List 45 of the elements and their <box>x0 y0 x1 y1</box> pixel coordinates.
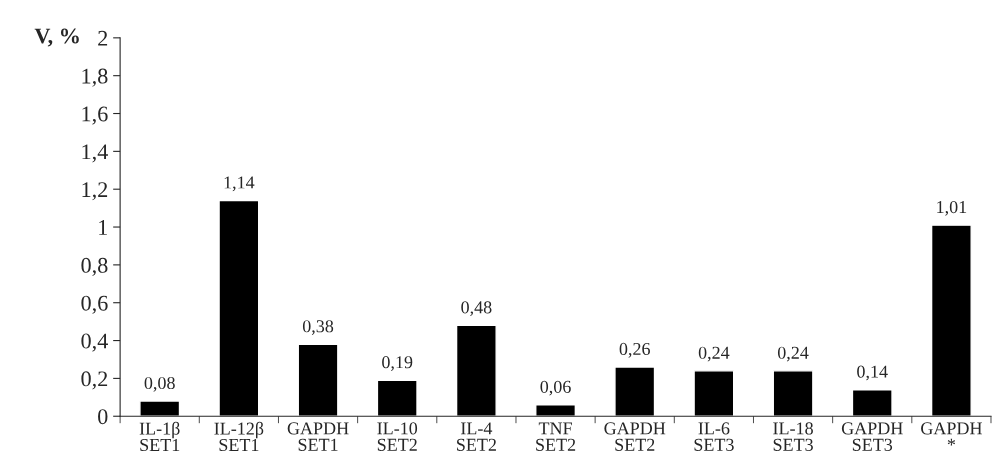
data-label: 0,08 <box>144 376 175 392</box>
x-tick-label: TNF SET2 <box>536 422 576 451</box>
data-label: 0,48 <box>461 301 492 317</box>
x-tick-label: GAPDH * <box>921 422 982 446</box>
bar <box>772 370 814 417</box>
x-tick-label: IL-6 SET3 <box>694 422 734 451</box>
x-tick-label: GAPDH SET2 <box>604 422 666 451</box>
bar <box>297 343 339 417</box>
y-tick-label: 1 <box>99 220 107 235</box>
x-tick-label: IL-18 SET3 <box>773 422 813 451</box>
bar <box>376 379 418 417</box>
bar <box>693 370 735 417</box>
bar <box>218 199 260 417</box>
bar <box>455 324 497 417</box>
y-tick-label: 1,8 <box>82 68 108 87</box>
x-tick-label: IL-1β SET1 <box>139 421 180 452</box>
data-label: 1,01 <box>937 200 967 216</box>
y-tick-label: 0,8 <box>81 257 108 277</box>
y-axis-title: V, % <box>34 28 79 47</box>
bar <box>614 366 656 417</box>
x-tick-label: IL-10 SET2 <box>377 422 418 451</box>
data-label: 0,26 <box>619 342 650 358</box>
bar <box>139 400 181 417</box>
x-tick-label: IL-4 SET2 <box>457 422 496 451</box>
y-tick-label: 1,6 <box>82 106 108 125</box>
x-tick-label: IL-12β SET1 <box>214 421 264 452</box>
bar <box>851 389 893 417</box>
y-tick-label: 0,6 <box>81 295 108 314</box>
y-tick-label: 0 <box>98 409 108 425</box>
data-label: 0,24 <box>698 346 730 362</box>
y-tick-label: 1,2 <box>82 182 108 201</box>
data-label: 0,14 <box>857 365 888 381</box>
y-tick-label: 0,4 <box>81 333 108 352</box>
data-label: 1,14 <box>224 176 255 192</box>
data-label: 0,38 <box>302 320 334 335</box>
bar <box>930 224 972 417</box>
x-tick-label: GAPDH SET3 <box>841 422 903 451</box>
x-tick-label: GAPDH SET1 <box>287 422 349 451</box>
data-label: 0,06 <box>540 380 571 396</box>
y-tick-label: 0,2 <box>81 371 108 390</box>
bar <box>535 404 577 417</box>
y-tick-label: 2 <box>98 30 108 46</box>
y-tick-label: 1,4 <box>82 144 108 163</box>
data-label: 0,19 <box>382 356 413 371</box>
data-label: 0,24 <box>777 346 809 362</box>
